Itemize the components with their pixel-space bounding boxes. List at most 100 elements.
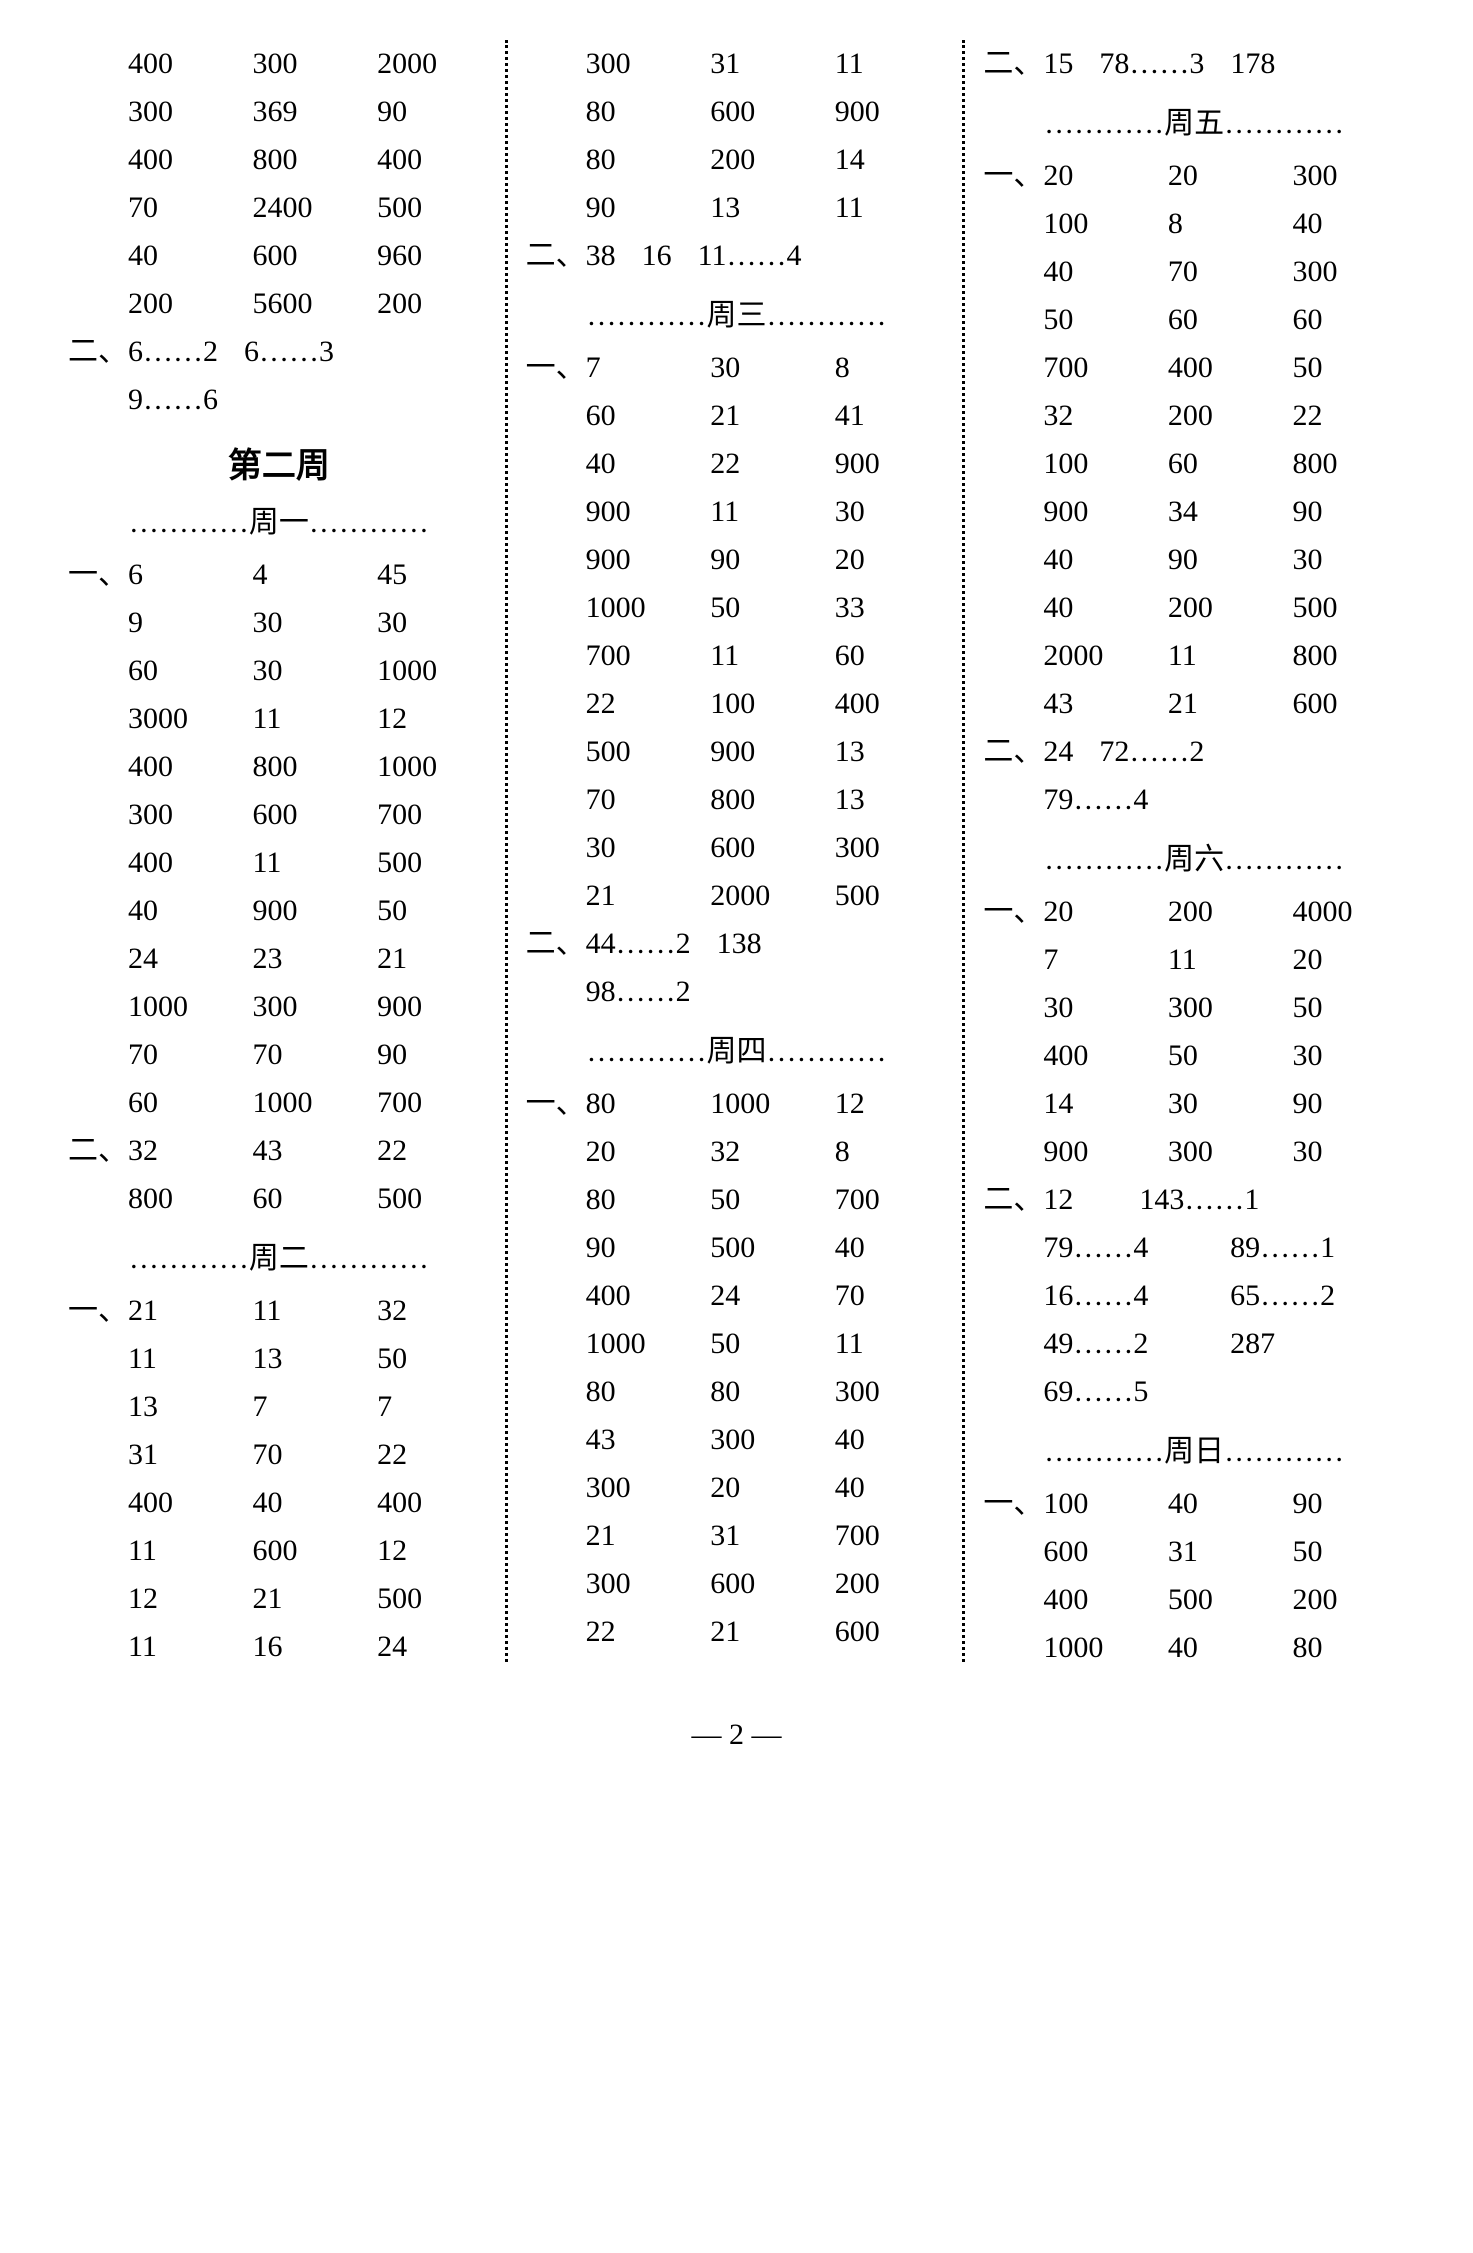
answer-cell: 300: [253, 983, 366, 1031]
day-divider-sat: 周六: [983, 834, 1405, 878]
answer-cell: 31: [1168, 1528, 1281, 1576]
answer-cell: 200: [1292, 1576, 1405, 1624]
answer-cell: 30: [586, 824, 699, 872]
grid: 8010001220328805070090500404002470100050…: [586, 1080, 948, 1656]
answer-cell: 500: [586, 728, 699, 776]
answer-cell: 300: [128, 791, 241, 839]
answer-cell: 20: [1292, 936, 1405, 984]
answer-cell: 400: [128, 839, 241, 887]
answer-cell: 12: [377, 1527, 490, 1575]
day-divider-mon: 周一: [68, 497, 490, 541]
answer-cell: 12: [128, 1575, 241, 1623]
answer-cell: 700: [1043, 344, 1156, 392]
answer-cell: 300: [835, 1368, 948, 1416]
answer-cell: 40: [1168, 1480, 1281, 1528]
answer-cell: 1000: [586, 584, 699, 632]
answer-cell: 30: [1292, 536, 1405, 584]
answer-cell: 30: [1043, 984, 1156, 1032]
answer-cell: 300: [586, 1464, 699, 1512]
answer-cell: 31: [710, 1512, 823, 1560]
answer-cell: 200: [1168, 584, 1281, 632]
answer-cell: 8: [835, 1128, 948, 1176]
c2-day4-sec1: 一、 8010001220328805070090500404002470100…: [526, 1080, 948, 1656]
answer-cell: 400: [128, 40, 241, 88]
answer-cell: 40: [1043, 584, 1156, 632]
answer-cell: 4000: [1292, 888, 1405, 936]
label-yi: 一、: [983, 888, 1043, 936]
answer-cell: 90: [586, 1224, 699, 1272]
answer-cell: 30: [710, 344, 823, 392]
answer-cell: 20: [1043, 888, 1156, 936]
answer-cell: 6: [128, 551, 241, 599]
answer-cell: 3000: [128, 695, 241, 743]
label-yi: 一、: [983, 1480, 1043, 1528]
answer-cell: 13: [253, 1335, 366, 1383]
answer-cell: 7: [586, 344, 699, 392]
answer-cell: 70: [835, 1272, 948, 1320]
answer-cell: 12: [1043, 1176, 1073, 1224]
answer-cell: 45: [377, 551, 490, 599]
flex-row: 15 78……3 178: [1043, 40, 1405, 88]
answer-cell: 800: [128, 1175, 241, 1223]
answer-cell: 38: [586, 232, 616, 280]
grid: 6445930306030100030001112400800100030060…: [128, 551, 490, 1127]
answer-cell: 11: [1168, 632, 1281, 680]
answer-cell: 60: [1292, 296, 1405, 344]
answer-cell: 30: [377, 599, 490, 647]
answer-cell: 50: [377, 1335, 490, 1383]
label-yi: 一、: [68, 551, 128, 599]
answer-cell: 12: [377, 695, 490, 743]
flex-col: 12 143……1 79……489……116……465……249……2287 6…: [1043, 1176, 1405, 1416]
answer-cell: 12: [835, 1080, 948, 1128]
day-divider-fri: 周五: [983, 98, 1405, 142]
answer-cell: 500: [1292, 584, 1405, 632]
answer-cell: 90: [1292, 1480, 1405, 1528]
label-er: 二、: [983, 40, 1043, 88]
answer-cell: 8: [1168, 200, 1281, 248]
answer-cell: 1000: [377, 743, 490, 791]
answer-cell: 40: [835, 1464, 948, 1512]
answer-cell: 400: [586, 1272, 699, 1320]
answer-cell: 800: [253, 743, 366, 791]
answer-cell: 31: [128, 1431, 241, 1479]
grid: 1004090600315040050020010004080: [1043, 1480, 1405, 1672]
answer-cell: 13: [710, 184, 823, 232]
answer-cell: 400: [835, 680, 948, 728]
answer-cell: 14: [835, 136, 948, 184]
answer-cell: 80: [586, 88, 699, 136]
label-yi: 一、: [526, 1080, 586, 1128]
answer-cell: 300: [1292, 248, 1405, 296]
answer-cell: 60: [1168, 296, 1281, 344]
answer-cell: 500: [377, 839, 490, 887]
answer-cell: 300: [1168, 1128, 1281, 1176]
answer-cell: 2400: [253, 184, 366, 232]
answer-cell: 22: [710, 440, 823, 488]
answer-cell: 1000: [253, 1079, 366, 1127]
answer-cell: 30: [253, 599, 366, 647]
answer-cell: 20: [1043, 152, 1156, 200]
answer-cell: 9: [128, 599, 241, 647]
answer-cell: 15: [1043, 40, 1073, 88]
c1-block2-grid: 6……2 6……3 9……6: [128, 328, 490, 424]
answer-cell: 79……4: [1043, 776, 1148, 824]
answer-cell: 700: [835, 1176, 948, 1224]
answer-cell: 200: [835, 1560, 948, 1608]
answer-cell: 400: [128, 136, 241, 184]
answer-cell: 70: [253, 1431, 366, 1479]
answer-cell: 60: [1168, 440, 1281, 488]
answer-cell: 23: [253, 935, 366, 983]
answer-cell: 21: [586, 1512, 699, 1560]
c1-block1-grid: 4003002000300369904008004007024005004060…: [128, 40, 490, 328]
answer-cell: 7: [377, 1383, 490, 1431]
answer-cell: 22: [586, 680, 699, 728]
answer-cell: 30: [1292, 1128, 1405, 1176]
answer-cell: 500: [710, 1224, 823, 1272]
answer-cell: 24: [128, 935, 241, 983]
answer-cell: 50: [710, 584, 823, 632]
answer-cell: 33: [835, 584, 948, 632]
answer-cell: 600: [710, 824, 823, 872]
answer-cell: 138: [717, 920, 762, 968]
answer-cell: 22: [377, 1127, 490, 1175]
answer-cell: 100: [1043, 200, 1156, 248]
answer-cell: 79……4: [1043, 1224, 1218, 1272]
